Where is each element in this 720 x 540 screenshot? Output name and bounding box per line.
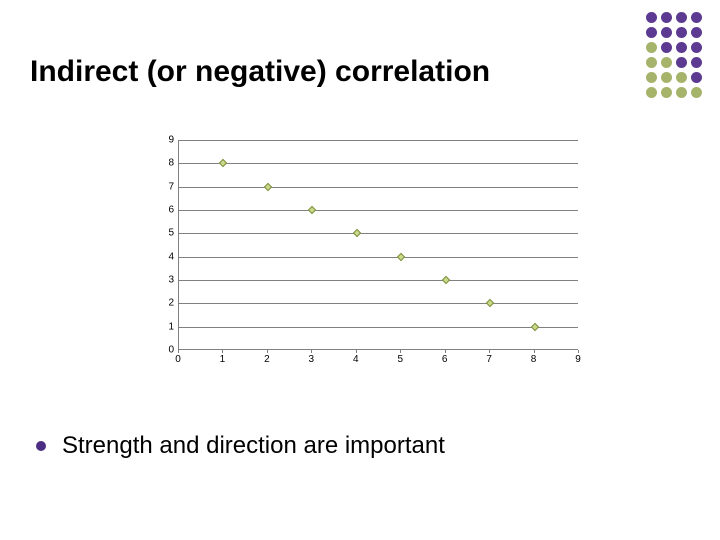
x-tick-label: 6 (442, 354, 448, 365)
x-tick-label: 8 (531, 354, 537, 365)
data-point (486, 299, 494, 307)
y-tick-label: 0 (148, 345, 174, 356)
plot-area (178, 140, 578, 350)
gridline (179, 257, 578, 258)
y-tick-label: 9 (148, 135, 174, 146)
gridline (179, 187, 578, 188)
y-tick-label: 3 (148, 275, 174, 286)
y-tick-label: 8 (148, 158, 174, 169)
data-point (308, 206, 316, 214)
x-tick-mark (445, 350, 446, 353)
bullet-text: Strength and direction are important (62, 432, 445, 460)
decor-dot (661, 57, 672, 68)
gridline (179, 233, 578, 234)
decor-dot (646, 87, 657, 98)
bullet-item: Strength and direction are important (36, 432, 445, 460)
decor-dot (691, 27, 702, 38)
data-point (264, 182, 272, 190)
x-tick-mark (578, 350, 579, 353)
x-tick-mark (267, 350, 268, 353)
data-point (530, 322, 538, 330)
data-point (219, 159, 227, 167)
x-tick-mark (222, 350, 223, 353)
y-tick-label: 4 (148, 251, 174, 262)
decor-dot (691, 87, 702, 98)
data-point (353, 229, 361, 237)
decor-dot (676, 57, 687, 68)
data-point (397, 252, 405, 260)
decor-dot (661, 42, 672, 53)
x-tick-label: 7 (486, 354, 492, 365)
gridline (179, 280, 578, 281)
decor-dot (646, 72, 657, 83)
decor-dot (691, 72, 702, 83)
decor-dot (691, 57, 702, 68)
y-tick-label: 6 (148, 205, 174, 216)
data-point (441, 276, 449, 284)
decor-dot (646, 42, 657, 53)
decor-dot (691, 12, 702, 23)
x-tick-label: 1 (220, 354, 226, 365)
slide-title: Indirect (or negative) correlation (30, 55, 490, 89)
x-tick-label: 5 (397, 354, 403, 365)
corner-dot-decoration (646, 12, 702, 98)
decor-dot (676, 12, 687, 23)
x-tick-label: 0 (175, 354, 181, 365)
decor-dot (676, 27, 687, 38)
y-tick-label: 5 (148, 228, 174, 239)
decor-dot (676, 87, 687, 98)
decor-dot (661, 27, 672, 38)
x-tick-mark (356, 350, 357, 353)
x-tick-label: 9 (575, 354, 581, 365)
gridline (179, 163, 578, 164)
decor-dot (646, 27, 657, 38)
x-tick-mark (311, 350, 312, 353)
bullet-dot-icon (36, 441, 46, 451)
decor-dot (661, 12, 672, 23)
y-tick-label: 2 (148, 298, 174, 309)
decor-dot (691, 42, 702, 53)
decor-dot (676, 42, 687, 53)
scatter-chart: 01234567890123456789 (148, 140, 578, 380)
decor-dot (661, 72, 672, 83)
gridline (179, 140, 578, 141)
gridline (179, 210, 578, 211)
y-tick-label: 1 (148, 321, 174, 332)
slide: Indirect (or negative) correlation 0 1 2 3 4… (0, 0, 720, 540)
x-tick-mark (534, 350, 535, 353)
x-tick-mark (489, 350, 490, 353)
decor-dot (646, 12, 657, 23)
decor-dot (676, 72, 687, 83)
x-tick-mark (178, 350, 179, 353)
decor-dot (661, 87, 672, 98)
decor-dot (646, 57, 657, 68)
gridline (179, 303, 578, 304)
x-tick-mark (400, 350, 401, 353)
y-tick-label: 7 (148, 181, 174, 192)
x-tick-label: 3 (309, 354, 315, 365)
x-tick-label: 2 (264, 354, 270, 365)
gridline (179, 327, 578, 328)
x-tick-label: 4 (353, 354, 359, 365)
